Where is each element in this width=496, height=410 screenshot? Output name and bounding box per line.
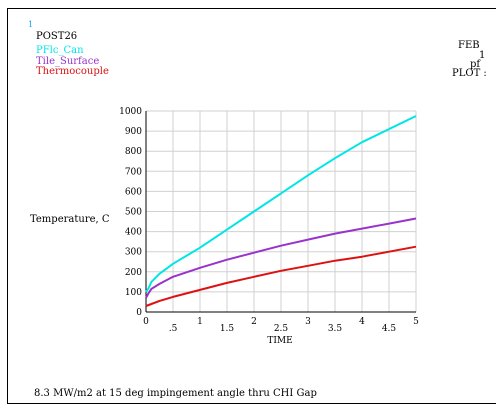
tick-labels: 0 100 200 300 400 500 600 700 800 900 1000 0 .5 1 1.5 2…	[119, 107, 419, 334]
y-tick-label: 900	[125, 127, 142, 137]
footer-note: 8.3 MW/m2 at 15 deg impingement angle th…	[34, 388, 317, 399]
series-line-tile-surface	[145, 217, 417, 299]
y-axis-label: Temperature, C	[30, 214, 110, 225]
legend-entry-pflc-can: PFlc_Can	[36, 45, 84, 56]
y-tick-label: 0	[136, 308, 142, 318]
y-tick-label: 300	[125, 248, 142, 258]
x-tick-label: 4.5	[382, 324, 397, 334]
y-tick-label: 800	[125, 147, 142, 157]
plot-title: POST26	[36, 31, 78, 42]
x-tick-label: 0	[143, 317, 149, 327]
grid-lines	[145, 110, 417, 313]
x-tick-label: 2	[251, 317, 257, 327]
legend-entry-thermocouple: Thermocouple	[36, 66, 109, 77]
series-line-pflc-can	[145, 115, 417, 293]
x-tick-label: 4	[359, 317, 365, 327]
y-tick-label: 200	[125, 268, 142, 278]
y-tick-label: 700	[125, 167, 142, 177]
x-tick-label: 3.5	[328, 324, 343, 334]
x-axis-label: TIME	[267, 336, 292, 346]
series-lines	[145, 115, 417, 307]
x-tick-label: 2.5	[274, 324, 289, 334]
window-number: 1	[28, 20, 34, 29]
legend-entry-tile-surface: Tile_Surface	[36, 56, 100, 67]
axes	[145, 111, 416, 313]
file-label: pf	[470, 59, 481, 70]
date-label: FEB	[458, 40, 480, 51]
y-tick-label: 1000	[119, 107, 142, 117]
date-number-label: 1	[479, 50, 486, 61]
x-tick-label: 3	[305, 317, 311, 327]
x-tick-label: 1	[197, 317, 203, 327]
plot-number-label: PLOT :	[452, 68, 487, 79]
x-tick-label: 1.5	[220, 324, 235, 334]
plot-frame	[7, 8, 496, 404]
x-tick-label: .5	[169, 324, 178, 334]
y-tick-label: 400	[125, 228, 142, 238]
y-tick-label: 500	[125, 208, 142, 218]
y-tick-label: 100	[125, 288, 142, 298]
y-tick-label: 600	[125, 187, 142, 197]
series-line-thermocouple	[145, 245, 417, 307]
x-tick-label: 5	[413, 317, 419, 327]
